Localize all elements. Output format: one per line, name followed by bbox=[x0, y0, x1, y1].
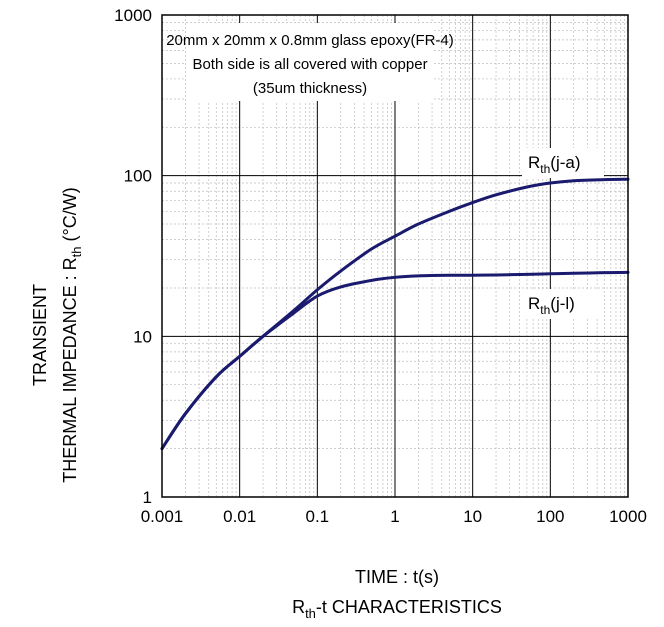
chart-caption-rest: -t CHARACTERISTICS bbox=[316, 597, 502, 617]
y-axis-label-sub: th bbox=[69, 246, 84, 257]
series-label-bg-jl bbox=[522, 289, 600, 319]
series-label-jl-rest: (j-l) bbox=[550, 294, 575, 313]
series-label-ja-rest: (j-a) bbox=[550, 153, 580, 172]
chart-caption-sub: th bbox=[305, 606, 316, 621]
series-label-jl: Rth(j-l) bbox=[528, 294, 575, 317]
note-line-1: 20mm x 20mm x 0.8mm glass epoxy(FR-4) bbox=[166, 32, 454, 49]
series-line-jl bbox=[160, 270, 630, 451]
y-axis-label-line-1: TRANSIENT bbox=[30, 284, 50, 386]
x-tick-label: 10 bbox=[463, 507, 482, 526]
note-line-2: Both side is all covered with copper bbox=[192, 56, 427, 73]
y-tick-label: 10 bbox=[133, 327, 152, 346]
note-box bbox=[186, 23, 434, 101]
note-line-3: (35um thickness) bbox=[253, 80, 367, 97]
series-label-ja-sub: th bbox=[540, 162, 550, 176]
y-tick-label: 100 bbox=[124, 167, 152, 186]
series-label-ja-main: R bbox=[528, 153, 540, 172]
x-tick-label: 0.01 bbox=[223, 507, 256, 526]
x-tick-label: 1000 bbox=[609, 507, 647, 526]
chart-caption-main: R bbox=[292, 597, 305, 617]
chart-caption: Rth-t CHARACTERISTICS bbox=[292, 597, 502, 621]
series-label-ja: Rth(j-a) bbox=[528, 153, 581, 176]
y-axis-label-unit: (°C/W) bbox=[60, 187, 80, 246]
series-label-jl-main: R bbox=[528, 294, 540, 313]
y-tick-label: 1 bbox=[143, 488, 152, 507]
y-tick-label: 1000 bbox=[114, 6, 152, 25]
y-axis-label-line-2: THERMAL IMPEDANCE : Rth (°C/W) bbox=[60, 187, 84, 482]
x-tick-label: 0.001 bbox=[141, 507, 184, 526]
plot-frame bbox=[161, 14, 629, 498]
x-tick-label: 1 bbox=[390, 507, 399, 526]
tick-labels: 0.001 0.01 0.1 1 10 100 1000 1 10 100 1000 bbox=[114, 6, 647, 526]
y-axis-label: TRANSIENT THERMAL IMPEDANCE : Rth (°C/W) bbox=[30, 187, 84, 482]
series-label-jl-sub: th bbox=[540, 303, 550, 317]
x-tick-label: 0.1 bbox=[306, 507, 330, 526]
x-axis-label: TIME : t(s) bbox=[355, 567, 439, 587]
x-tick-label: 100 bbox=[536, 507, 564, 526]
series-label-bg-ja bbox=[522, 148, 604, 178]
series-layer bbox=[160, 177, 630, 451]
y-axis-label-main: THERMAL IMPEDANCE : R bbox=[60, 257, 80, 482]
